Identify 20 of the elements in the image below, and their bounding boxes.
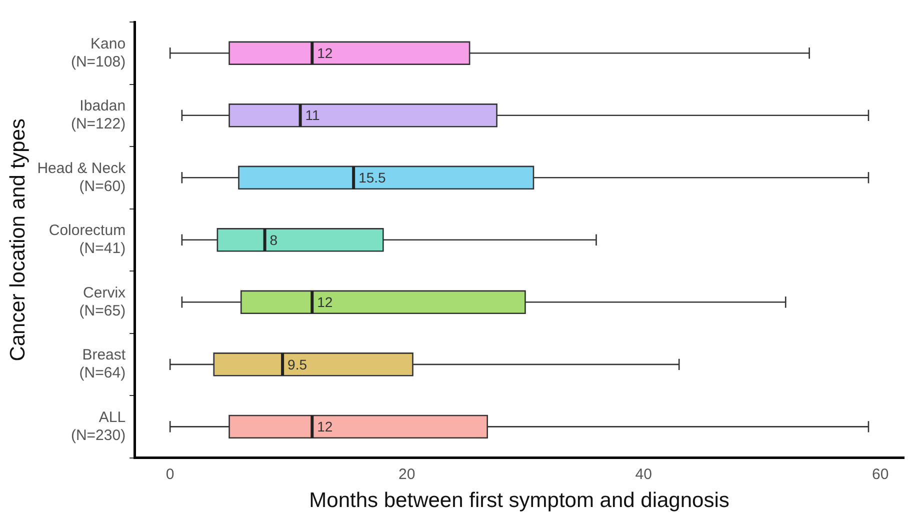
y-tick-label: Colorectum (N=41) bbox=[48, 222, 126, 258]
text: 11 bbox=[305, 107, 320, 124]
x-tick-label: 40 bbox=[635, 466, 652, 483]
y-tick-label: Cervix (N=65) bbox=[79, 284, 126, 320]
y-tick-label: Ibadan (N=122) bbox=[70, 98, 126, 133]
x-axis-title: Months between first symptom and diagnosis bbox=[309, 489, 730, 512]
text: 12 bbox=[317, 44, 333, 61]
text: 12 bbox=[317, 294, 333, 310]
x-tick-label: 0 bbox=[166, 466, 174, 483]
y-tick-label: Breast (N=64) bbox=[79, 346, 126, 382]
x-tick-label: 60 bbox=[872, 466, 889, 483]
text: 15.5 bbox=[358, 170, 386, 186]
text: 8 bbox=[270, 232, 278, 248]
y-tick-label: Kano (N=108) bbox=[70, 35, 126, 70]
y-tick-label: ALL (N=230) bbox=[70, 408, 126, 444]
text: 12 bbox=[317, 418, 333, 435]
y-axis-title: Cancer location and types bbox=[6, 118, 30, 362]
x-tick-label: 20 bbox=[398, 466, 416, 483]
text: 9.5 bbox=[288, 356, 308, 372]
y-tick-label: Head & Neck (N=60) bbox=[37, 160, 126, 195]
